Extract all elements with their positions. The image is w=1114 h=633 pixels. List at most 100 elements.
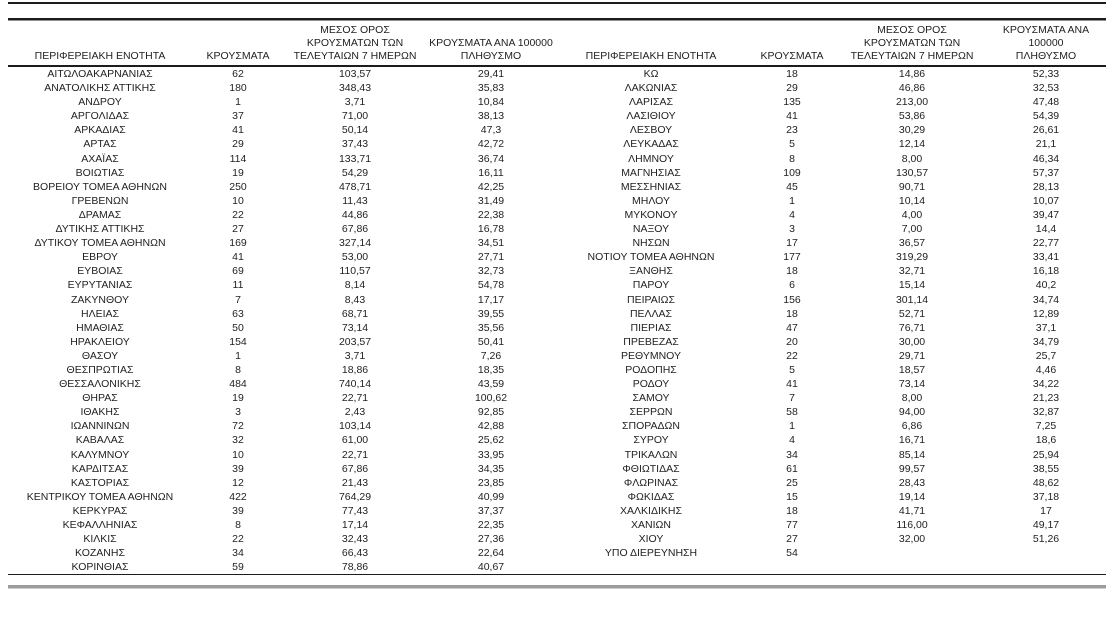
cell-per-100k: 42,25 xyxy=(477,180,505,193)
table-row: ΚΟΡΙΝΘΙΑΣ 59 78,86 40,67 xyxy=(8,560,1106,576)
table-row: ΑΧΑΪΑΣ 114 133,71 36,74 ΛΗΜΝΟΥ 8 8,00 46,34 xyxy=(8,152,1106,166)
table-row: ΚΟΖΑΝΗΣ 34 66,43 22,64 ΥΠΟ ΔΙΕΡΕΥΝΗΣΗ 54 xyxy=(8,546,1106,560)
table-row: ΚΑΒΑΛΑΣ 32 61,00 25,62 ΣΥΡΟΥ 4 16,71 18,6 xyxy=(8,433,1106,447)
cell-avg-7day: 3,71 xyxy=(344,96,366,109)
cell-avg-7day: 21,43 xyxy=(341,476,369,489)
cell-region: ΚΑΒΑΛΑΣ xyxy=(75,434,125,447)
table-row: ΚΕΡΚΥΡΑΣ 39 77,43 37,37 ΧΑΛΚΙΔΙΚΗΣ 18 41,71 17 xyxy=(8,504,1106,518)
cell-avg-7day: 61,00 xyxy=(341,434,369,447)
cell-region xyxy=(556,560,746,576)
cell-per-100k: 7,25 xyxy=(1035,420,1057,433)
cell-avg-7day: 22,71 xyxy=(341,392,369,405)
cell-per-100k: 57,37 xyxy=(1032,166,1060,179)
cell-region: ΘΑΣΟΥ xyxy=(81,349,119,362)
table-row: ΗΡΑΚΛΕΙΟΥ 154 203,57 50,41 ΠΡΕΒΕΖΑΣ 20 30,00 34… xyxy=(8,335,1106,349)
table-row: ΔΥΤΙΚΗΣ ΑΤΤΙΚΗΣ 27 67,86 16,78 ΝΑΞΟΥ 3 7,00 14,… xyxy=(8,222,1106,236)
table-header: ΠΕΡΙΦΕΡΕΙΑΚΗ ΕΝΟΤΗΤΑ ΚΡΟΥΣΜΑΤΑ ΜΕΣΟΣ ΟΡΟΣ … xyxy=(8,21,1106,67)
cell-region: ΕΒΡΟΥ xyxy=(82,251,118,264)
cell-per-100k: 47,48 xyxy=(1032,96,1060,109)
cell-region: ΦΘΙΩΤΙΔΑΣ xyxy=(622,462,680,475)
cell-avg-7day: 73,14 xyxy=(898,378,926,391)
cell-region: ΣΑΜΟΥ xyxy=(632,392,670,405)
cell-avg-7day: 53,00 xyxy=(341,251,369,264)
cell-avg-7day: 28,43 xyxy=(898,476,926,489)
cell-cases xyxy=(746,560,838,576)
cell-cases: 22 xyxy=(232,208,244,221)
top-rule-secondary xyxy=(8,18,1106,21)
cell-avg-7day: 67,86 xyxy=(341,462,369,475)
cell-per-100k: 47,3 xyxy=(480,124,502,137)
cell-cases: 154 xyxy=(229,335,247,348)
cell-cases: 50 xyxy=(232,321,244,334)
cell-cases: 25 xyxy=(786,476,798,489)
cell-per-100k: 37,1 xyxy=(1035,321,1057,334)
cell-avg-7day: 41,71 xyxy=(898,504,926,517)
table-row: ΖΑΚΥΝΘΟΥ 7 8,43 17,17 ΠΕΙΡΑΙΩΣ 156 301,14 34,74 xyxy=(8,293,1106,307)
cell-per-100k: 40,99 xyxy=(477,490,505,503)
cell-region: ΑΧΑΪΑΣ xyxy=(81,152,119,165)
cell-region: ΗΡΑΚΛΕΙΟΥ xyxy=(70,335,130,348)
cell-per-100k: 46,34 xyxy=(1032,152,1060,165)
cell-avg-7day: 71,00 xyxy=(341,110,369,123)
cell-per-100k: 37,37 xyxy=(477,504,505,517)
cell-region: ΙΩΑΝΝΙΝΩΝ xyxy=(70,420,130,433)
table-row: ΒΟΙΩΤΙΑΣ 19 54,29 16,11 ΜΑΓΝΗΣΙΑΣ 109 130,57 57… xyxy=(8,166,1106,180)
cell-per-100k: 22,38 xyxy=(477,208,505,221)
cell-per-100k: 23,85 xyxy=(477,476,505,489)
cell-cases: 8 xyxy=(789,152,795,165)
cell-per-100k: 33,95 xyxy=(477,448,505,461)
cell-per-100k: 35,56 xyxy=(477,321,505,334)
cell-cases: 1 xyxy=(235,96,241,109)
cell-per-100k: 43,59 xyxy=(477,378,505,391)
cell-region: ΓΡΕΒΕΝΩΝ xyxy=(71,194,129,207)
cell-region: ΔΡΑΜΑΣ xyxy=(78,208,122,221)
table-row: ΚΙΛΚΙΣ 22 32,43 27,36 ΧΙΟΥ 27 32,00 51,26 xyxy=(8,532,1106,546)
cell-region: ΠΑΡΟΥ xyxy=(632,279,670,292)
cell-per-100k: 39,47 xyxy=(1032,208,1060,221)
cell-region: ΡΟΔΟΥ xyxy=(632,378,670,391)
cell-cases: 169 xyxy=(229,237,247,250)
cell-cases: 39 xyxy=(232,462,244,475)
cell-region: ΥΠΟ ΔΙΕΡΕΥΝΗΣΗ xyxy=(604,547,698,560)
cell-region: ΧΑΝΙΩΝ xyxy=(631,519,671,531)
cell-avg-7day: 53,86 xyxy=(898,110,926,123)
cell-per-100k: 7,26 xyxy=(480,349,502,362)
cell-avg-7day: 4,00 xyxy=(901,208,923,221)
cell-region: ΖΑΚΥΝΘΟΥ xyxy=(70,293,129,306)
table-row: ΗΛΕΙΑΣ 63 68,71 39,55 ΠΕΛΛΑΣ 18 52,71 12,89 xyxy=(8,307,1106,321)
cell-cases: 69 xyxy=(232,265,244,278)
cell-avg-7day: 29,71 xyxy=(898,349,926,362)
table-row: ΙΘΑΚΗΣ 3 2,43 92,85 ΣΕΡΡΩΝ 58 94,00 32,87 xyxy=(8,405,1106,419)
table-row: ΔΥΤΙΚΟΥ ΤΟΜΕΑ ΑΘΗΝΩΝ 169 327,14 34,51 ΝΗΣΩΝ 1… xyxy=(8,236,1106,250)
table-row: ΚΑΡΔΙΤΣΑΣ 39 67,86 34,35 ΦΘΙΩΤΙΔΑΣ 61 99,57 38,… xyxy=(8,462,1106,476)
cell-per-100k: 17 xyxy=(1040,504,1052,517)
cell-avg-7day: 36,57 xyxy=(898,237,926,250)
cell-region: ΠΡΕΒΕΖΑΣ xyxy=(623,335,679,348)
cell-per-100k: 32,53 xyxy=(1032,82,1060,95)
cell-cases: 32 xyxy=(232,434,244,447)
cell-avg-7day: 8,00 xyxy=(901,152,923,165)
cell-region: ΛΕΥΚΑΔΑΣ xyxy=(623,138,679,151)
cell-avg-7day: 30,00 xyxy=(898,335,926,348)
cell-avg-7day: 52,71 xyxy=(898,307,926,320)
cell-region: ΧΙΟΥ xyxy=(638,533,664,546)
table-row: ΔΡΑΜΑΣ 22 44,86 22,38 ΜΥΚΟΝΟΥ 4 4,00 39,47 xyxy=(8,208,1106,222)
cell-avg-7day: 11,43 xyxy=(342,194,368,207)
cell-region: ΑΝΔΡΟΥ xyxy=(78,96,122,109)
table-row: ΑΝΔΡΟΥ 1 3,71 10,84 ΛΑΡΙΣΑΣ 135 213,00 47,48 xyxy=(8,95,1106,109)
cell-region: ΚΑΣΤΟΡΙΑΣ xyxy=(70,476,130,489)
table-row: ΚΕΦΑΛΛΗΝΙΑΣ 8 17,14 22,35 ΧΑΝΙΩΝ 77 116,00 49,1… xyxy=(8,518,1106,532)
cell-region: ΛΕΣΒΟΥ xyxy=(629,124,673,137)
cell-region: ΣΕΡΡΩΝ xyxy=(629,406,673,419)
cell-region: ΒΟΙΩΤΙΑΣ xyxy=(75,166,125,179)
cell-cases: 58 xyxy=(786,406,798,419)
cell-avg-7day: 37,43 xyxy=(341,138,369,151)
cell-per-100k: 54,78 xyxy=(477,279,505,292)
cell-cases: 135 xyxy=(783,96,801,109)
cell-avg-7day: 130,57 xyxy=(895,166,929,179)
cell-per-100k xyxy=(986,546,1106,560)
cell-avg-7day: 8,00 xyxy=(901,392,923,405)
cell-region: ΘΗΡΑΣ xyxy=(82,392,118,405)
cell-cases: 23 xyxy=(786,124,798,137)
